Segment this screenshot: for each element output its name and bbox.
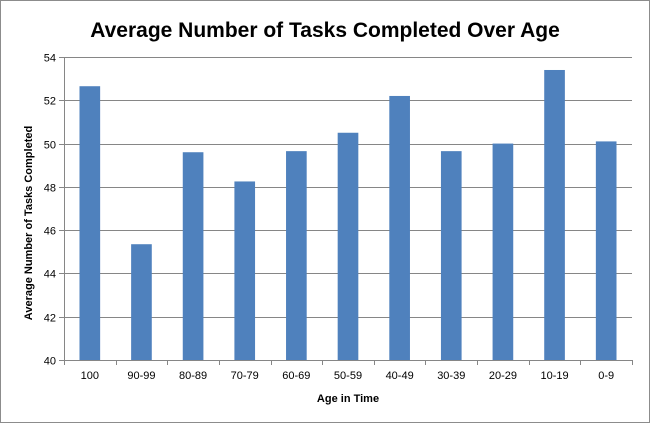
- x-tick-label: 70-79: [231, 370, 259, 382]
- y-tick-label: 54: [44, 53, 56, 65]
- bars: [79, 69, 617, 360]
- bar-20-29: [492, 143, 514, 360]
- y-tick-label: 42: [44, 313, 56, 325]
- bar-90-99: [131, 244, 152, 360]
- x-tick-label: 60-69: [282, 370, 310, 382]
- bar-50-59: [337, 132, 359, 360]
- x-tick-label: 90-99: [127, 370, 155, 382]
- x-tick-label: 10-19: [540, 370, 568, 382]
- x-tick-label: 30-39: [437, 370, 465, 382]
- y-tick-label: 44: [44, 269, 56, 281]
- bar-100: [79, 86, 101, 360]
- bar-60-69: [286, 151, 307, 360]
- chart-title: Average Number of Tasks Completed Over A…: [90, 19, 560, 42]
- x-tick-label: 0-9: [598, 370, 614, 382]
- x-tick-labels: 100 90-99 80-89 70-79 60-69 50-59 40-49 30-39 20…: [64, 360, 633, 382]
- bar-40-49: [389, 95, 410, 360]
- x-tick-label: 40-49: [386, 370, 414, 382]
- y-tick-label: 48: [44, 183, 56, 195]
- y-axis-title: Average Number of Tasks Completed: [23, 126, 35, 320]
- y-tick-label: 52: [44, 96, 56, 108]
- x-tick-label: 80-89: [179, 370, 207, 382]
- bar-10-19: [544, 69, 565, 360]
- bar-30-39: [440, 151, 462, 360]
- y-tick-label: 46: [44, 226, 56, 238]
- x-tick-label: 50-59: [334, 370, 362, 382]
- bar-70-79: [234, 181, 256, 360]
- x-tick-label: 20-29: [489, 370, 517, 382]
- y-tick-label: 40: [44, 356, 56, 368]
- x-axis-title: Age in Time: [317, 393, 379, 405]
- y-tick-labels: 40 42 44 46 48 50 52 54: [44, 53, 64, 368]
- x-tick-label: 100: [81, 370, 99, 382]
- bar-0-9: [595, 141, 617, 360]
- y-tick-label: 50: [44, 140, 56, 152]
- bar-80-89: [182, 152, 204, 360]
